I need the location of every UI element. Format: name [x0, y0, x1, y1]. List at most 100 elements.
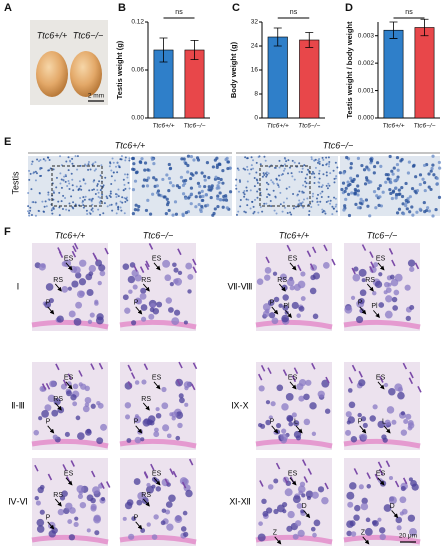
nucleus: [186, 196, 191, 200]
nucleus: [331, 213, 334, 216]
nucleus: [64, 431, 70, 437]
sperm: [408, 377, 414, 385]
nucleus: [96, 183, 99, 186]
nucleus: [203, 178, 207, 182]
nucleus: [126, 438, 132, 443]
nucleus: [173, 309, 181, 316]
error-bar: [305, 32, 314, 48]
nucleus: [304, 177, 307, 180]
nucleus: [135, 298, 143, 305]
nucleus: [155, 407, 160, 412]
sperm: [331, 258, 336, 266]
nucleus: [281, 314, 289, 323]
sperm: [351, 364, 357, 372]
nucleus: [71, 280, 79, 288]
sperm: [41, 383, 47, 390]
nucleus: [321, 156, 324, 159]
cell-label: RS: [277, 277, 287, 284]
sperm: [181, 481, 187, 489]
nucleus: [110, 169, 113, 172]
nucleus: [255, 171, 258, 174]
nucleus: [257, 533, 266, 542]
nucleus: [407, 160, 411, 164]
nucleus: [131, 187, 136, 192]
sperm: [148, 243, 154, 250]
nucleus: [406, 171, 411, 175]
nucleus: [165, 203, 170, 207]
nucleus: [298, 379, 307, 387]
nucleus: [117, 208, 120, 211]
nucleus: [82, 204, 85, 207]
nucleus: [356, 189, 360, 193]
sperm: [130, 372, 136, 380]
nucleus: [427, 209, 432, 213]
nucleus: [278, 166, 281, 169]
nucleus: [210, 184, 214, 188]
nucleus: [117, 188, 120, 191]
nucleus: [379, 527, 386, 534]
nucleus: [309, 402, 317, 410]
nucleus: [386, 177, 391, 181]
nucleus: [290, 213, 293, 216]
nucleus: [226, 160, 231, 164]
sperm: [191, 383, 196, 391]
nucleus: [112, 161, 115, 164]
sperm: [293, 367, 299, 375]
nucleus: [52, 207, 55, 210]
nucleus: [96, 437, 104, 445]
nucleus: [415, 188, 420, 193]
nucleus: [128, 159, 131, 162]
nucleus: [184, 196, 188, 200]
nucleus: [271, 181, 274, 184]
nucleus: [162, 259, 171, 268]
nucleus: [123, 212, 126, 215]
nucleus: [379, 533, 386, 541]
sperm: [351, 267, 356, 275]
nucleus: [374, 280, 383, 289]
nucleus: [325, 171, 328, 174]
nucleus: [298, 199, 301, 202]
nucleus: [296, 502, 303, 509]
nucleus: [388, 187, 392, 192]
nucleus: [344, 197, 348, 201]
nucleus: [278, 179, 281, 182]
nucleus: [266, 173, 269, 176]
nucleus: [78, 490, 83, 495]
nucleus: [389, 181, 393, 185]
nucleus: [284, 158, 287, 161]
arrow: [142, 283, 150, 292]
nucleus: [385, 295, 393, 303]
arrow: [285, 310, 292, 319]
x-tick-label: Ttc6+/+: [152, 123, 174, 130]
nucleus: [426, 206, 430, 210]
sperm: [323, 244, 328, 252]
arrow: [54, 283, 62, 292]
basement: [31, 319, 109, 330]
nucleus: [391, 296, 398, 303]
nucleus: [69, 159, 72, 162]
nucleus: [168, 307, 174, 313]
nucleus: [273, 478, 279, 484]
arrow: [303, 510, 311, 519]
nucleus: [335, 210, 338, 213]
nucleus: [372, 290, 377, 296]
nucleus: [148, 313, 155, 320]
nucleus: [75, 185, 78, 188]
nucleus: [34, 170, 37, 173]
nucleus: [57, 406, 65, 414]
nucleus: [99, 174, 102, 177]
zoom-box: [259, 165, 311, 207]
nucleus: [126, 199, 129, 202]
cell-label: P: [134, 515, 139, 522]
nucleus: [257, 211, 260, 214]
sperm: [394, 480, 400, 488]
nucleus: [261, 498, 267, 505]
nucleus: [262, 303, 271, 311]
nucleus: [99, 270, 106, 277]
nucleus: [318, 158, 321, 161]
basement: [343, 438, 421, 449]
nucleus: [37, 209, 40, 212]
cell-label: P: [270, 419, 275, 426]
nucleus: [259, 163, 262, 166]
nucleus: [405, 207, 409, 211]
